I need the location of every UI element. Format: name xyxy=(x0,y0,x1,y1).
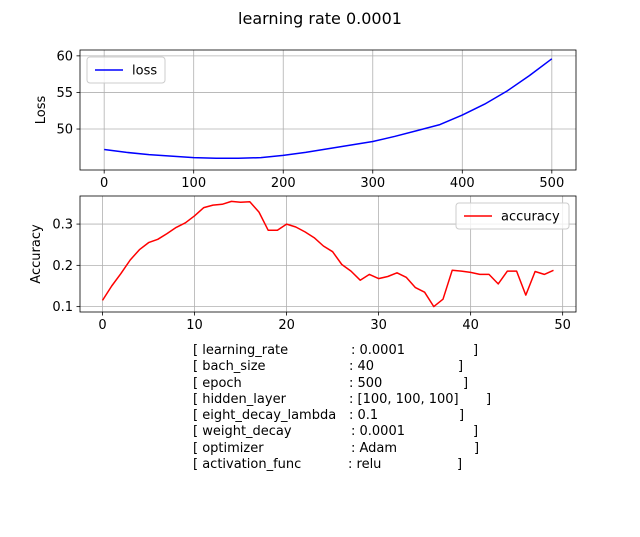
param-close-bracket: ] xyxy=(473,343,478,359)
param-close-bracket: ] xyxy=(486,392,491,408)
y-tick-label: 50 xyxy=(56,123,73,138)
legend-label: accuracy xyxy=(501,210,560,225)
param-name: [ activation_func xyxy=(193,457,301,473)
param-name: [ bach_size xyxy=(193,359,266,375)
param-line-optimizer: [ optimizer : Adam ] xyxy=(193,441,513,457)
y-tick-label: 0.2 xyxy=(52,259,73,274)
param-close-bracket: ] xyxy=(458,359,463,375)
param-value: : [100, 100, 100] xyxy=(349,392,459,408)
param-name: [ hidden_layer xyxy=(193,392,286,408)
x-tick-label: 200 xyxy=(271,176,296,191)
param-value: : relu xyxy=(348,457,381,473)
param-line-learning-rate: [ learning_rate : 0.0001 ] xyxy=(193,343,513,359)
param-close-bracket: ] xyxy=(457,457,462,473)
y-axis-label: Loss xyxy=(34,96,49,125)
y-tick-label: 0.3 xyxy=(52,218,73,233)
param-line-eight-decay-lambda: [ eight_decay_lambda : 0.1 ] xyxy=(193,408,513,424)
y-axis-label: Accuracy xyxy=(29,224,44,284)
param-close-bracket: ] xyxy=(473,424,478,440)
y-tick-label: 60 xyxy=(56,49,73,64)
hyperparameter-list: [ learning_rate : 0.0001 ] [ bach_size :… xyxy=(193,343,513,473)
x-tick-label: 40 xyxy=(462,318,479,333)
param-value: : 0.0001 xyxy=(351,424,405,440)
param-name: [ epoch xyxy=(193,376,242,392)
accuracy-axes: 0 10 20 30 40 50 0.1 0.2 0.3 Accuracy accuracy xyxy=(29,196,576,333)
figure-suptitle: learning rate 0.0001 xyxy=(238,9,402,28)
legend-label: loss xyxy=(132,64,157,79)
x-tick-label: 50 xyxy=(554,318,571,333)
x-tick-label: 10 xyxy=(186,318,203,333)
param-line-weight-decay: [ weight_decay : 0.0001 ] xyxy=(193,424,513,440)
y-tick-label: 0.1 xyxy=(52,300,73,315)
x-tick-label: 20 xyxy=(278,318,295,333)
param-close-bracket: ] xyxy=(474,441,479,457)
param-value: : 0.1 xyxy=(349,408,378,424)
param-value: : 500 xyxy=(349,376,382,392)
param-name: [ optimizer xyxy=(193,441,264,457)
loss-axes: 0 100 200 300 400 500 50 55 60 Loss loss xyxy=(34,49,576,191)
param-line-epoch: [ epoch : 500 ] xyxy=(193,376,513,392)
param-line-hidden-layer: [ hidden_layer : [100, 100, 100] ] xyxy=(193,392,513,408)
x-tick-label: 100 xyxy=(181,176,206,191)
param-value: : 40 xyxy=(349,359,374,375)
series-line-loss xyxy=(104,59,552,159)
param-line-activation-func: [ activation_func : relu ] xyxy=(193,457,513,473)
x-tick-label: 0 xyxy=(98,318,106,333)
param-value: : 0.0001 xyxy=(351,343,405,359)
param-name: [ learning_rate xyxy=(193,343,288,359)
param-close-bracket: ] xyxy=(463,376,468,392)
param-close-bracket: ] xyxy=(459,408,464,424)
x-tick-label: 500 xyxy=(539,176,564,191)
param-line-bach-size: [ bach_size : 40 ] xyxy=(193,359,513,375)
x-tick-label: 300 xyxy=(360,176,385,191)
x-tick-label: 30 xyxy=(370,318,387,333)
x-tick-label: 400 xyxy=(450,176,475,191)
y-tick-label: 55 xyxy=(56,86,73,101)
param-name: [ weight_decay xyxy=(193,424,292,440)
param-name: [ eight_decay_lambda xyxy=(193,408,336,424)
x-tick-label: 0 xyxy=(100,176,108,191)
param-value: : Adam xyxy=(351,441,397,457)
